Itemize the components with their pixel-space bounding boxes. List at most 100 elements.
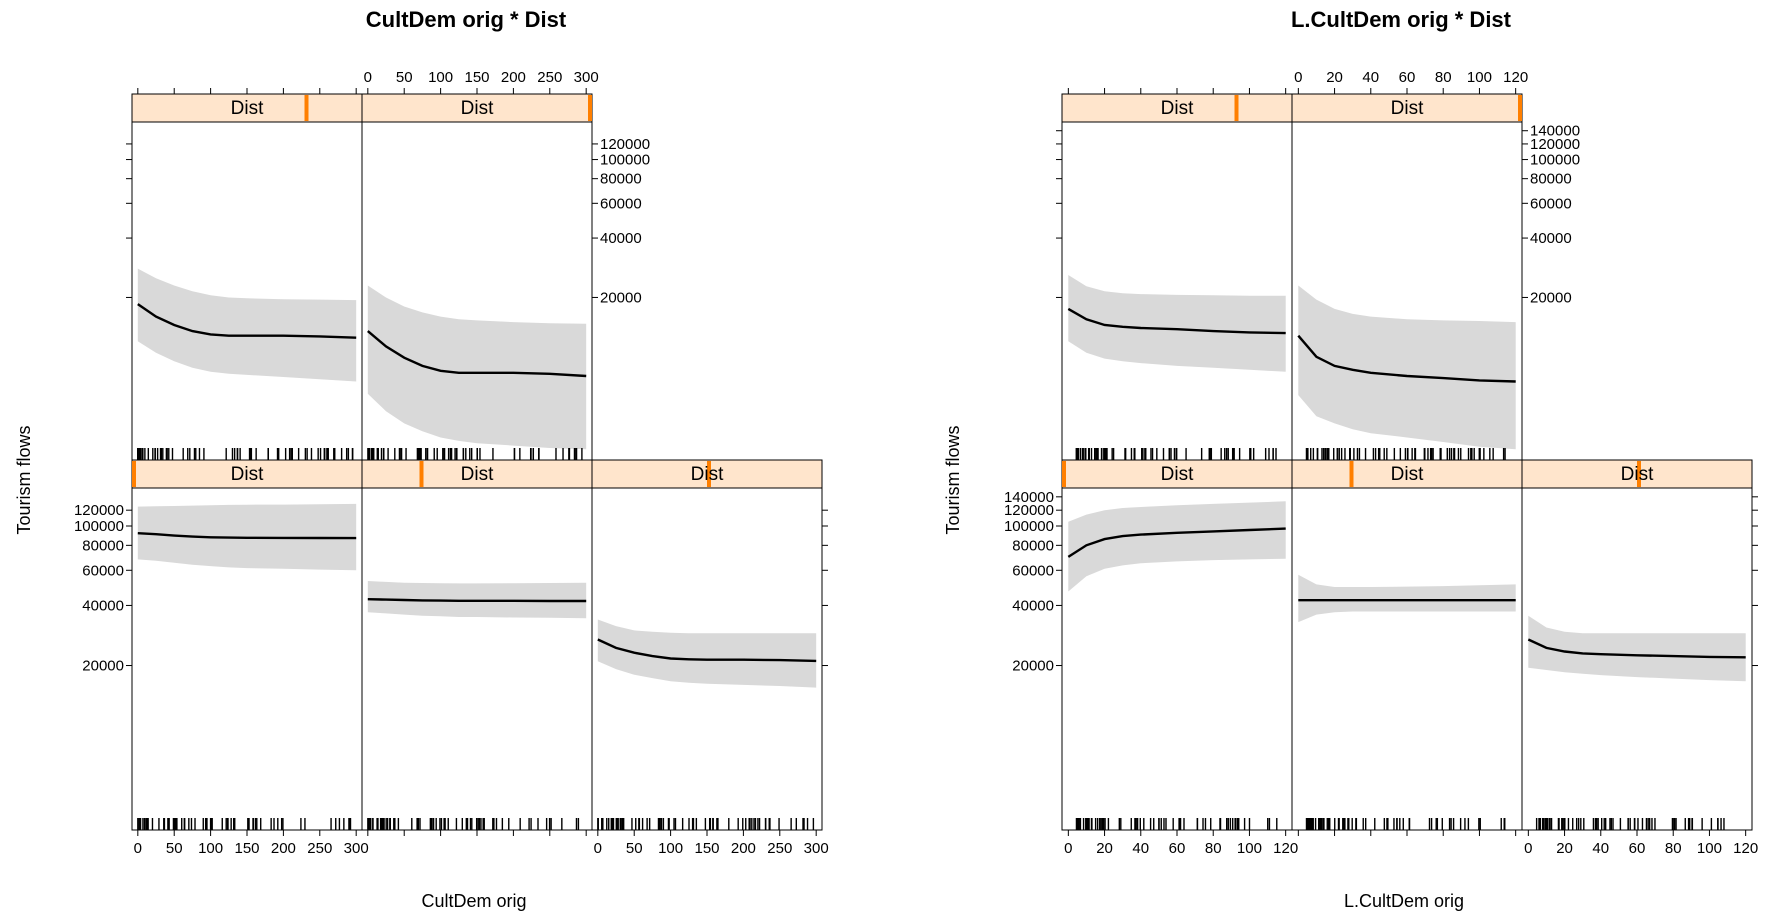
y-tick-label: 40000: [600, 230, 642, 247]
strip-label: Dist: [461, 464, 494, 485]
x-tick-label: 200: [731, 840, 756, 857]
y-tick-label: 100000: [1530, 152, 1580, 169]
fit-line: [1067, 307, 1286, 335]
fit-line: [1527, 638, 1746, 659]
y-tick-label: 120000: [600, 136, 650, 153]
y-tick-label: 40000: [1012, 597, 1054, 614]
x-tick-label: 300: [574, 69, 599, 86]
confidence-band: [1298, 285, 1516, 450]
y-tick-label: 80000: [1530, 171, 1572, 188]
x-tick-label: 20: [1556, 840, 1573, 857]
x-tick-label: 0: [1524, 840, 1532, 857]
y-tick-label: 100000: [1004, 518, 1054, 535]
strip-label: Dist: [461, 98, 494, 119]
y-tick-label: 80000: [82, 537, 124, 554]
confidence-band: [1298, 574, 1516, 623]
fit-line: [137, 532, 357, 540]
y-axis: 20000 20000 40000 40000 60000 60000 80000 80000…: [1004, 123, 1758, 675]
x-tick-label: 80: [1205, 840, 1222, 857]
x-axis: 0 20 40 60 80 100 120 0 20 40 60 80 100 120 0 20 40 60 80 1…: [1064, 69, 1758, 857]
confidence-band: [137, 268, 357, 382]
y-tick-label: 20000: [1530, 289, 1572, 306]
y-axis: 20000 20000 40000 40000 60000 60000 80000 80000…: [74, 136, 828, 675]
y-tick-label: 60000: [1530, 195, 1572, 212]
confidence-band: [1068, 275, 1286, 372]
x-tick-label: 50: [396, 69, 413, 86]
x-tick-label: 60: [1399, 69, 1416, 86]
x-tick-label: 150: [234, 840, 259, 857]
x-axis-label: L.CultDem orig: [1344, 891, 1464, 911]
fit-line: [367, 598, 587, 603]
x-tick-label: 100: [1697, 840, 1722, 857]
strip-label: Dist: [1161, 464, 1194, 485]
rug: [367, 448, 583, 460]
x-tick-label: 40: [1132, 840, 1149, 857]
x-tick-label: 80: [1435, 69, 1452, 86]
rug: [1305, 818, 1506, 830]
x-tick-label: 50: [626, 840, 643, 857]
rug: [137, 818, 352, 830]
y-tick-label: 80000: [1012, 537, 1054, 554]
confidence-band: [1068, 501, 1286, 592]
x-tick-label: 60: [1629, 840, 1646, 857]
strip-level-marker: [707, 461, 711, 487]
strip-level-marker: [1518, 95, 1522, 121]
x-tick-label: 120: [1503, 69, 1528, 86]
x-tick-label: 40: [1592, 840, 1609, 857]
panel: Dist: [1291, 93, 1523, 461]
y-tick-label: 120000: [74, 502, 124, 519]
fit-line: [1297, 334, 1516, 383]
fit-line: [597, 638, 817, 663]
strip-level-marker: [419, 461, 424, 487]
y-tick-label: 60000: [1012, 562, 1054, 579]
fit-line: [137, 303, 357, 339]
rug: [1305, 448, 1506, 460]
confidence-band: [367, 285, 587, 450]
y-tick-label: 20000: [82, 658, 124, 675]
x-tick-label: 100: [1467, 69, 1492, 86]
y-tick-label: 60000: [82, 562, 124, 579]
y-tick-label: 20000: [1012, 658, 1054, 675]
x-tick-label: 0: [1064, 840, 1072, 857]
chart-title: L.CultDem orig * Dist: [1291, 7, 1512, 32]
rug: [1535, 818, 1725, 830]
x-tick-label: 300: [344, 840, 369, 857]
x-tick-label: 100: [1237, 840, 1262, 857]
y-tick-label: 20000: [600, 289, 642, 306]
x-tick-label: 0: [364, 69, 372, 86]
x-tick-label: 100: [428, 69, 453, 86]
rug: [137, 448, 354, 460]
fit-line: [1067, 527, 1286, 558]
x-tick-label: 120: [1733, 840, 1758, 857]
strip-level-marker: [1234, 95, 1239, 121]
x-tick-label: 40: [1362, 69, 1379, 86]
x-tick-label: 250: [767, 840, 792, 857]
strip-label: Dist: [691, 464, 724, 485]
strip-level-marker: [304, 95, 309, 121]
chart-title: CultDem orig * Dist: [366, 7, 567, 32]
x-axis-label: CultDem orig: [421, 891, 526, 911]
y-tick-label: 60000: [600, 195, 642, 212]
strip-level-marker: [1062, 461, 1066, 487]
strip-label: Dist: [231, 464, 264, 485]
strip-label: Dist: [1391, 98, 1424, 119]
x-tick-label: 20: [1326, 69, 1343, 86]
confidence-band: [597, 619, 817, 688]
x-tick-label: 0: [594, 840, 602, 857]
panel: Dist: [361, 459, 593, 831]
x-tick-label: 200: [501, 69, 526, 86]
rug: [1075, 448, 1277, 460]
y-tick-label: 100000: [74, 518, 124, 535]
y-tick-label: 120000: [1004, 502, 1054, 519]
x-tick-label: 120: [1273, 840, 1298, 857]
y-axis-label: Tourism flows: [943, 425, 963, 534]
x-tick-label: 300: [804, 840, 829, 857]
x-tick-label: 50: [166, 840, 183, 857]
rug: [597, 818, 815, 830]
strip-label: Dist: [1621, 464, 1654, 485]
strip-level-marker: [132, 461, 136, 487]
strip-level-marker: [1349, 461, 1354, 487]
y-tick-label: 40000: [82, 597, 124, 614]
